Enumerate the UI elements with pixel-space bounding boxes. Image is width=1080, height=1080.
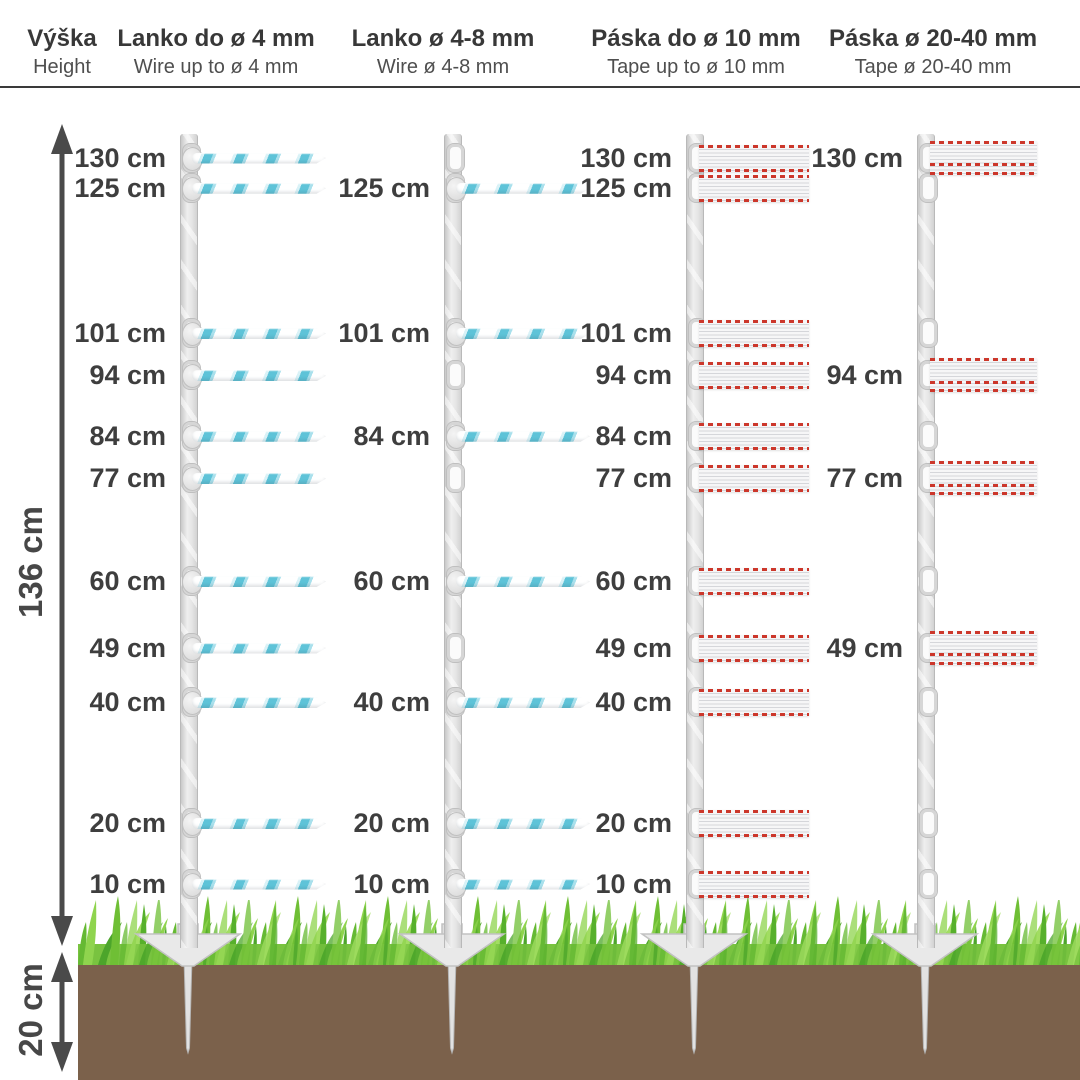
header-column-wire-4mm: Lanko do ø 4 mm Wire up to ø 4 mm xyxy=(76,24,356,80)
header-separator-line xyxy=(0,86,1080,88)
fence-tape xyxy=(699,174,809,202)
header-title: Páska ø 20-40 mm xyxy=(828,25,1038,52)
height-label: 84 cm xyxy=(353,420,430,451)
height-label: 20 cm xyxy=(353,808,430,838)
below-ground-arrow xyxy=(51,952,73,1072)
wire-rope xyxy=(192,327,326,339)
post-slot xyxy=(446,142,465,173)
wire-rope xyxy=(192,430,326,442)
fence-tape-wide xyxy=(930,358,1037,393)
height-label: 94 cm xyxy=(595,360,672,391)
fence-tape-wide xyxy=(930,461,1037,496)
height-label: 49 cm xyxy=(89,632,166,663)
header-subtitle: Wire ø 4-8 mm xyxy=(376,56,510,78)
header-column-tape-10mm: Páska do ø 10 mm Tape up to ø 10 mm xyxy=(556,24,836,80)
header-subtitle: Wire up to ø 4 mm xyxy=(133,56,299,78)
height-label: 77 cm xyxy=(595,463,672,494)
height-label: 20 cm xyxy=(89,808,166,838)
post-slot xyxy=(446,463,465,494)
height-label: 40 cm xyxy=(595,687,672,717)
above-ground-measurement-label: 136 cm xyxy=(12,506,49,618)
header-subtitle: Tape ø 20-40 mm xyxy=(854,56,1012,78)
fence-tape xyxy=(699,465,809,493)
fence-tape xyxy=(699,689,809,716)
height-label: 77 cm xyxy=(89,463,166,494)
header-title: Lanko do ø 4 mm xyxy=(117,25,315,52)
below-ground-measurement-label: 20 cm xyxy=(12,963,49,1057)
height-label: 49 cm xyxy=(826,632,903,663)
header-title: Páska do ø 10 mm xyxy=(591,25,801,52)
height-label: 10 cm xyxy=(595,868,672,899)
wire-rope xyxy=(456,327,590,339)
post-slot xyxy=(919,566,938,596)
height-label: 101 cm xyxy=(338,317,430,348)
height-label: 130 cm xyxy=(74,142,166,173)
wire-rope xyxy=(456,430,590,442)
wire-rope xyxy=(456,182,590,194)
wire-rope xyxy=(192,878,326,890)
wire-rope xyxy=(456,878,590,890)
post-slot xyxy=(919,868,938,899)
height-label: 10 cm xyxy=(89,868,166,899)
height-label: 40 cm xyxy=(89,687,166,717)
header-title-vyska: Výška xyxy=(27,25,97,52)
height-label: 125 cm xyxy=(580,172,672,203)
wire-rope xyxy=(192,473,326,485)
post-slot xyxy=(446,632,465,663)
height-label: 101 cm xyxy=(74,317,166,348)
height-label: 101 cm xyxy=(580,317,672,348)
post-slot xyxy=(919,687,938,717)
height-label: 60 cm xyxy=(89,566,166,596)
height-label: 60 cm xyxy=(595,566,672,596)
fence-tape xyxy=(699,870,809,898)
fence-tape xyxy=(699,634,809,662)
height-label: 84 cm xyxy=(89,420,166,451)
height-label: 125 cm xyxy=(338,172,430,203)
header-subtitle-height: Height xyxy=(33,56,91,78)
height-label: 10 cm xyxy=(353,868,430,899)
post-slot xyxy=(919,420,938,451)
fence-tape xyxy=(699,319,809,347)
height-label: 125 cm xyxy=(74,172,166,203)
fence-tape-wide xyxy=(930,140,1037,175)
wire-rope xyxy=(192,818,326,829)
fence-tape xyxy=(699,568,809,595)
height-label: 77 cm xyxy=(826,463,903,494)
header-subtitle: Tape up to ø 10 mm xyxy=(607,56,785,78)
wire-rope xyxy=(192,576,326,587)
header-title: Lanko ø 4-8 mm xyxy=(351,25,535,52)
wire-rope xyxy=(192,182,326,194)
header-height-column: Výška Height xyxy=(2,24,122,80)
soil-ground xyxy=(78,964,1080,1080)
post-slot xyxy=(446,360,465,391)
post-slot xyxy=(919,808,938,838)
height-label: 94 cm xyxy=(89,360,166,391)
fence-tape xyxy=(699,362,809,390)
fence-tape xyxy=(699,144,809,172)
fence-tape xyxy=(699,810,809,837)
height-label: 94 cm xyxy=(826,360,903,391)
height-label: 40 cm xyxy=(353,687,430,717)
wire-rope xyxy=(456,697,590,708)
height-label: 49 cm xyxy=(595,632,672,663)
header-column-wire-4-8mm: Lanko ø 4-8 mm Wire ø 4-8 mm xyxy=(303,24,583,80)
wire-rope xyxy=(192,370,326,382)
wire-rope xyxy=(192,642,326,654)
fence-tape-wide xyxy=(930,630,1037,665)
wire-rope xyxy=(456,818,590,829)
height-label: 20 cm xyxy=(595,808,672,838)
wire-rope xyxy=(192,697,326,708)
height-label: 84 cm xyxy=(595,420,672,451)
height-label: 130 cm xyxy=(580,142,672,173)
wire-rope xyxy=(192,152,326,164)
fence-tape xyxy=(699,422,809,450)
post-slot xyxy=(919,317,938,348)
post-slot xyxy=(919,172,938,203)
wire-rope xyxy=(456,576,590,587)
height-label: 130 cm xyxy=(811,142,903,173)
header-column-tape-20-40mm: Páska ø 20-40 mm Tape ø 20-40 mm xyxy=(793,24,1073,80)
height-label: 60 cm xyxy=(353,566,430,596)
